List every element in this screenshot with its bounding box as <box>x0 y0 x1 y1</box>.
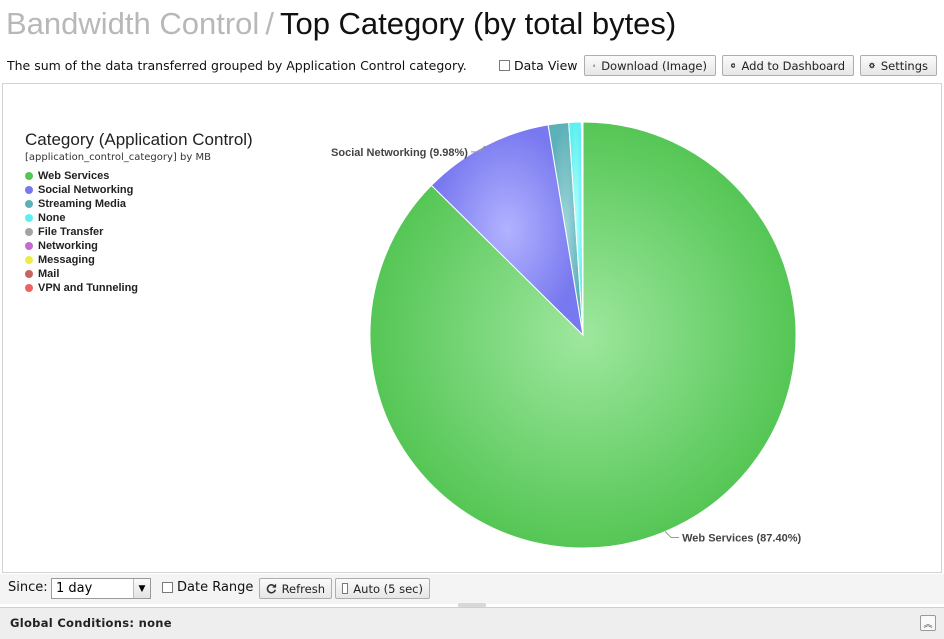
refresh-label: Refresh <box>281 581 325 596</box>
legend-item-file-transfer[interactable]: File Transfer <box>25 225 253 239</box>
data-label-connector <box>664 531 680 539</box>
refresh-button[interactable]: Refresh <box>259 578 332 599</box>
auto-refresh-label: Auto (5 sec) <box>353 581 423 596</box>
since-select[interactable]: 1 day ▼ <box>51 578 151 599</box>
legend-label: Networking <box>38 240 98 252</box>
legend-marker <box>25 256 33 264</box>
legend-item-networking[interactable]: Networking <box>25 239 253 253</box>
gear-icon <box>869 62 875 69</box>
legend-item-vpn-and-tunneling[interactable]: VPN and Tunneling <box>25 281 253 295</box>
chart-title: Category (Application Control) <box>25 130 253 149</box>
legend-marker <box>25 270 33 278</box>
legend-item-none[interactable]: None <box>25 211 253 225</box>
data-label-web-services: Web Services (87.40%) <box>682 533 801 545</box>
bottom-toolbar <box>0 574 944 604</box>
report-description: The sum of the data transferred grouped … <box>7 58 467 73</box>
legend-item-web-services[interactable]: Web Services <box>25 169 253 183</box>
refresh-icon <box>266 583 277 594</box>
breadcrumb-separator: / <box>265 6 274 41</box>
chart-legend: Category (Application Control) [applicat… <box>25 130 253 295</box>
legend-marker <box>25 200 33 208</box>
data-view-checkbox[interactable] <box>499 60 510 71</box>
chart-subtitle: [application_control_category] by MB <box>25 152 211 163</box>
date-range-toggle[interactable]: Date Range <box>162 580 253 595</box>
breadcrumb[interactable]: Bandwidth Control <box>6 6 260 41</box>
chevron-down-icon[interactable]: ▼ <box>133 579 150 598</box>
global-conditions-bar[interactable]: Global Conditions: none ︽ <box>0 607 944 639</box>
legend-marker <box>25 284 33 292</box>
chevron-up-icon[interactable]: ︽ <box>920 615 936 631</box>
settings-button[interactable]: Settings <box>860 55 937 76</box>
add-to-dashboard-button[interactable]: Add to Dashboard <box>722 55 854 76</box>
data-label-connector <box>470 145 486 153</box>
resize-handle[interactable] <box>458 603 486 608</box>
download-image-button[interactable]: Download (Image) <box>584 55 716 76</box>
since-label: Since: <box>8 580 48 595</box>
data-label-social-networking: Social Networking (9.98%) <box>331 147 468 159</box>
report-title: Top Category (by total bytes) <box>279 6 677 41</box>
legend-label: Web Services <box>38 170 110 182</box>
global-conditions-label: Global Conditions: none <box>10 616 172 630</box>
legend-marker <box>25 228 33 236</box>
legend-marker <box>25 242 33 250</box>
page-title: Bandwidth Control / Top Category (by total… <box>6 6 676 42</box>
download-label: Download (Image) <box>601 58 707 73</box>
auto-refresh-checkbox[interactable] <box>342 583 349 594</box>
data-view-label: Data View <box>514 58 578 73</box>
legend-label: File Transfer <box>38 226 104 238</box>
legend-marker <box>25 172 33 180</box>
date-range-checkbox[interactable] <box>162 582 173 593</box>
auto-refresh-button[interactable]: Auto (5 sec) <box>335 578 430 599</box>
data-view-toggle[interactable]: Data View <box>499 58 577 73</box>
legend-label: None <box>38 212 66 224</box>
legend-label: Social Networking <box>38 184 134 196</box>
legend-item-messaging[interactable]: Messaging <box>25 253 253 267</box>
legend-label: Messaging <box>38 254 95 266</box>
since-value: 1 day <box>56 581 93 596</box>
legend-marker <box>25 186 33 194</box>
legend-item-social-networking[interactable]: Social Networking <box>25 183 253 197</box>
legend-item-mail[interactable]: Mail <box>25 267 253 281</box>
plus-circle-icon <box>731 63 736 68</box>
add-to-dashboard-label: Add to Dashboard <box>741 58 845 73</box>
legend-label: Streaming Media <box>38 198 127 210</box>
legend-marker <box>25 214 33 222</box>
date-range-label: Date Range <box>177 580 254 595</box>
download-icon <box>593 64 596 67</box>
legend-label: VPN and Tunneling <box>38 282 139 294</box>
legend-item-streaming-media[interactable]: Streaming Media <box>25 197 253 211</box>
pie-slice-web-services[interactable] <box>369 121 797 549</box>
legend-label: Mail <box>38 268 60 280</box>
settings-label: Settings <box>880 58 928 73</box>
